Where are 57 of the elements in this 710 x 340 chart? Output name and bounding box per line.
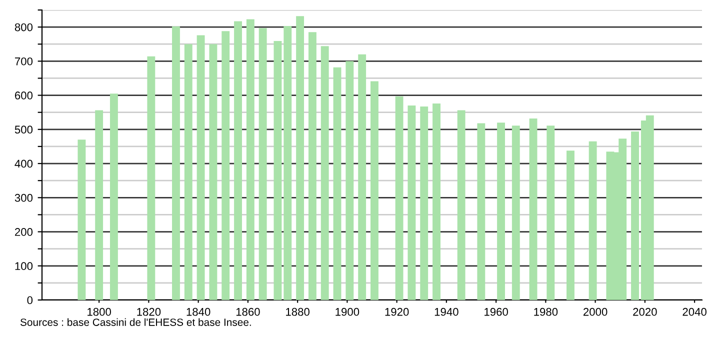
bar	[234, 21, 242, 300]
bar	[296, 16, 304, 300]
bar	[284, 26, 292, 300]
bar	[457, 110, 466, 300]
x-tick-label: 1880	[286, 308, 310, 316]
bar	[274, 41, 282, 300]
y-tick-label: 700	[15, 57, 33, 66]
bar	[566, 150, 574, 300]
y-tick-label: 800	[14, 23, 33, 32]
bar	[184, 44, 192, 300]
x-tick-label: 1960	[484, 308, 508, 316]
bar	[308, 32, 316, 300]
y-tick-label: 600	[15, 92, 33, 100]
x-tick-label: 1800	[88, 308, 111, 316]
bar	[333, 67, 342, 300]
x-tick-label: 1920	[385, 308, 409, 316]
x-tick-label: 1860	[236, 308, 260, 316]
bar	[512, 126, 520, 300]
bar	[95, 110, 104, 300]
bar	[408, 106, 416, 300]
bar	[222, 31, 230, 300]
bar	[477, 123, 486, 300]
bar	[246, 19, 254, 300]
bar	[110, 94, 118, 300]
bar	[346, 61, 354, 300]
bar	[258, 28, 267, 300]
y-tick-label: 400	[14, 160, 33, 168]
bar	[370, 81, 378, 300]
bar	[546, 126, 555, 300]
bar	[529, 118, 538, 300]
x-tick-label: 1820	[137, 308, 161, 316]
bar	[172, 26, 180, 300]
x-tick-label: 1980	[534, 308, 558, 316]
bar	[497, 122, 505, 300]
y-tick-label: 300	[14, 194, 33, 202]
y-tick-label: 100	[15, 262, 33, 270]
source-note: Sources : base Cassini de l'EHESS et base Insee.	[20, 318, 251, 326]
bar	[209, 44, 218, 300]
bar	[196, 35, 205, 300]
bar	[631, 131, 639, 300]
bar	[147, 56, 156, 300]
y-tick-label: 200	[14, 228, 33, 236]
x-tick-label: 2000	[584, 308, 608, 316]
x-tick-label: 1840	[186, 308, 210, 316]
x-tick-label: 1900	[336, 308, 360, 316]
bar	[78, 140, 86, 300]
y-tick-label: 0	[27, 296, 33, 304]
x-tick-label: 2040	[682, 308, 706, 316]
bar	[420, 106, 428, 300]
bar	[320, 46, 329, 300]
y-tick-label: 500	[14, 126, 33, 134]
x-tick-label: 2020	[633, 308, 657, 316]
bar	[395, 96, 404, 300]
bar	[432, 103, 440, 300]
x-tick-label: 1940	[434, 308, 458, 316]
bar	[588, 141, 597, 300]
bar	[358, 54, 366, 300]
